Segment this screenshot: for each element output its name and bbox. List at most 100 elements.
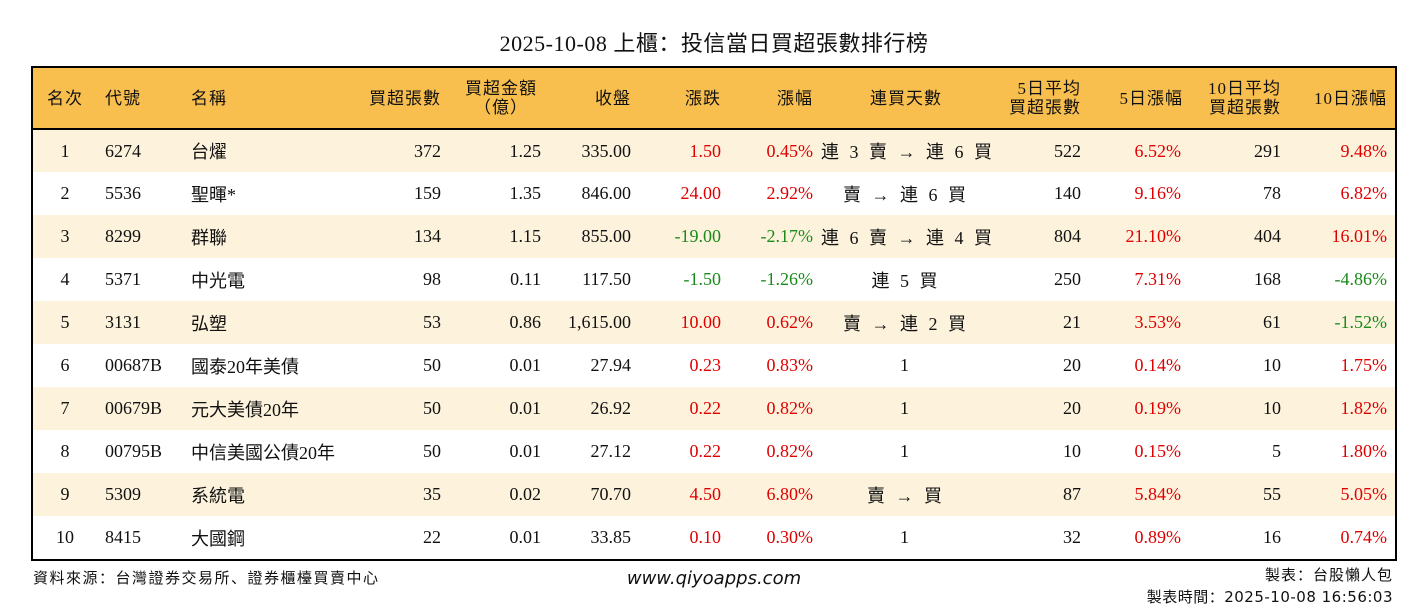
table-row: 5 3131 弘塑 53 0.86 1,615.00 10.00 0.62% 賣 → 連 2 買… [33,301,1395,344]
ranking-table: 名次 代號 名稱 買超張數 買超金額 （億） 收盤 漲跌 漲幅 連買天數 5日平均 買超張數 5日漲幅 1… [33,68,1395,559]
cell-net-buy-lots: 134 [414,226,441,246]
cell-rank: 9 [60,484,70,504]
cell-change: 1.50 [689,140,722,161]
cell-net-buy-amount: 0.02 [509,484,542,504]
cell-chg5-pct: 6.52% [1134,140,1182,161]
cell-chg5-pct: 3.53% [1134,312,1182,332]
cell-rank: 5 [60,312,70,332]
cell-change: 0.22 [689,398,722,418]
cell-chg10-pct: 1.80% [1340,441,1388,461]
cell-change: 24.00 [680,183,722,203]
cell-net-buy-amount: 1.15 [509,226,542,246]
cell-chg5-pct: 7.31% [1134,269,1182,289]
cell-chg5-pct: 0.19% [1134,398,1182,418]
table-row: 4 5371 中光電 98 0.11 117.50 -1.50 -1.26% 連 5 買 250 7… [33,258,1395,301]
cell-avg10-lots: 61 [1263,312,1281,332]
cell-close: 26.92 [590,398,632,418]
column-header-rank: 名次 [33,68,97,129]
column-header-label: 10日平均 [1208,79,1281,98]
column-header-avg10-lots: 10日平均 買超張數 [1191,68,1291,129]
cell-code: 3131 [105,312,141,332]
cell-chg5-pct: 5.84% [1134,484,1182,504]
table-row: 3 8299 群聯 134 1.15 855.00 -19.00 -2.17% 連 6 賣 → … [33,215,1395,258]
cell-code: 8299 [105,226,141,246]
cell-chg10-pct: 5.05% [1340,484,1388,504]
cell-avg10-lots: 78 [1263,183,1281,203]
cell-rank: 6 [60,355,70,375]
cell-avg5-lots: 20 [1063,355,1081,375]
cell-name: 弘塑 [191,313,227,334]
cell-net-buy-amount: 1.25 [509,140,542,161]
cell-rank: 2 [60,183,70,203]
cell-net-buy-lots: 22 [423,527,441,547]
table-row: 6 00687B 國泰20年美債 50 0.01 27.94 0.23 0.83% 1 20 0.1… [33,344,1395,387]
cell-close: 846.00 [581,183,632,203]
cell-net-buy-lots: 98 [423,269,441,289]
cell-close: 70.70 [590,484,632,504]
page-title: 2025-10-08 上櫃：投信當日買超張數排行榜 [499,31,929,56]
cell-code: 5536 [105,183,141,203]
cell-net-buy-lots: 50 [423,441,441,461]
credits: 製表：台股懶人包 製表時間：2025-10-08 16:56:03 [1147,566,1393,608]
cell-net-buy-lots: 372 [414,140,441,161]
cell-chg5-pct: 0.14% [1134,355,1182,375]
cell-rank: 1 [60,140,70,161]
column-header-change: 漲跌 [641,68,731,129]
cell-change: 0.10 [689,527,722,547]
cell-change: -1.50 [683,269,722,289]
cell-streak: 1 [900,398,912,418]
cell-avg10-lots: 10 [1263,398,1281,418]
cell-streak: 連 5 買 [871,270,941,291]
column-header-label: 連買天數 [870,88,942,108]
table-row: 8 00795B 中信美國公債20年 50 0.01 27.12 0.22 0.82% 1 10 0… [33,430,1395,473]
cell-name: 中信美國公債20年 [191,442,335,463]
cell-rank: 8 [60,441,70,461]
cell-net-buy-lots: 159 [414,183,441,203]
cell-streak: 1 [900,355,912,375]
table-row: 9 5309 系統電 35 0.02 70.70 4.50 6.80% 賣 → 買 87 5.84%… [33,473,1395,516]
cell-close: 27.12 [590,441,632,461]
cell-change-pct: 0.62% [766,312,814,332]
column-header-chg5-pct: 5日漲幅 [1091,68,1191,129]
cell-net-buy-amount: 0.01 [509,355,542,375]
column-header-net-buy-amount: 買超金額 （億） [451,68,551,129]
cell-net-buy-amount: 0.01 [509,398,542,418]
table-row: 7 00679B 元大美債20年 50 0.01 26.92 0.22 0.82% 1 20 0.1… [33,387,1395,430]
cell-close: 117.50 [582,269,631,289]
cell-avg5-lots: 87 [1063,484,1081,504]
column-header-label: 漲幅 [777,88,813,108]
cell-net-buy-amount: 0.01 [509,527,542,547]
cell-avg10-lots: 168 [1254,269,1281,289]
cell-avg10-lots: 404 [1254,226,1281,246]
cell-change-pct: 0.83% [766,355,814,375]
cell-chg10-pct: 6.82% [1340,183,1388,203]
cell-chg10-pct: -1.52% [1334,312,1388,332]
cell-change-pct: -2.17% [760,226,814,246]
cell-close: 335.00 [581,140,632,161]
website-link[interactable]: www.qiyoapps.com [626,568,802,589]
cell-avg10-lots: 55 [1263,484,1281,504]
cell-code: 6274 [105,140,141,161]
table-header-row: 名次 代號 名稱 買超張數 買超金額 （億） 收盤 漲跌 漲幅 連買天數 5日平均 買超張數 5日漲幅 1… [33,68,1395,129]
column-header-label: 買超金額 [465,79,537,98]
cell-close: 1,615.00 [568,312,631,332]
cell-change: 10.00 [680,312,722,332]
cell-rank: 3 [60,226,70,246]
table-row: 1 6274 台燿 372 1.25 335.00 1.50 0.45% 連 3 賣 → 連 6… [33,129,1395,172]
cell-avg5-lots: 21 [1063,312,1081,332]
column-header-chg10-pct: 10日漲幅 [1291,68,1395,129]
column-header-code: 代號 [97,68,183,129]
cell-name: 中光電 [191,270,245,291]
column-header-name: 名稱 [183,68,353,129]
column-header-label: 漲跌 [685,88,721,108]
cell-change-pct: -1.26% [760,269,814,289]
cell-avg5-lots: 250 [1054,269,1081,289]
column-header-label: 5日漲幅 [1119,88,1183,108]
cell-change: 0.22 [689,441,722,461]
cell-chg5-pct: 9.16% [1134,183,1182,203]
cell-name: 台燿 [191,142,227,162]
ranking-table-container: 名次 代號 名稱 買超張數 買超金額 （億） 收盤 漲跌 漲幅 連買天數 5日平均 買超張數 5日漲幅 1… [31,66,1397,561]
author-label: 製表：台股懶人包 [1264,568,1393,584]
cell-change: -19.00 [674,226,722,246]
cell-streak: 1 [900,441,912,461]
